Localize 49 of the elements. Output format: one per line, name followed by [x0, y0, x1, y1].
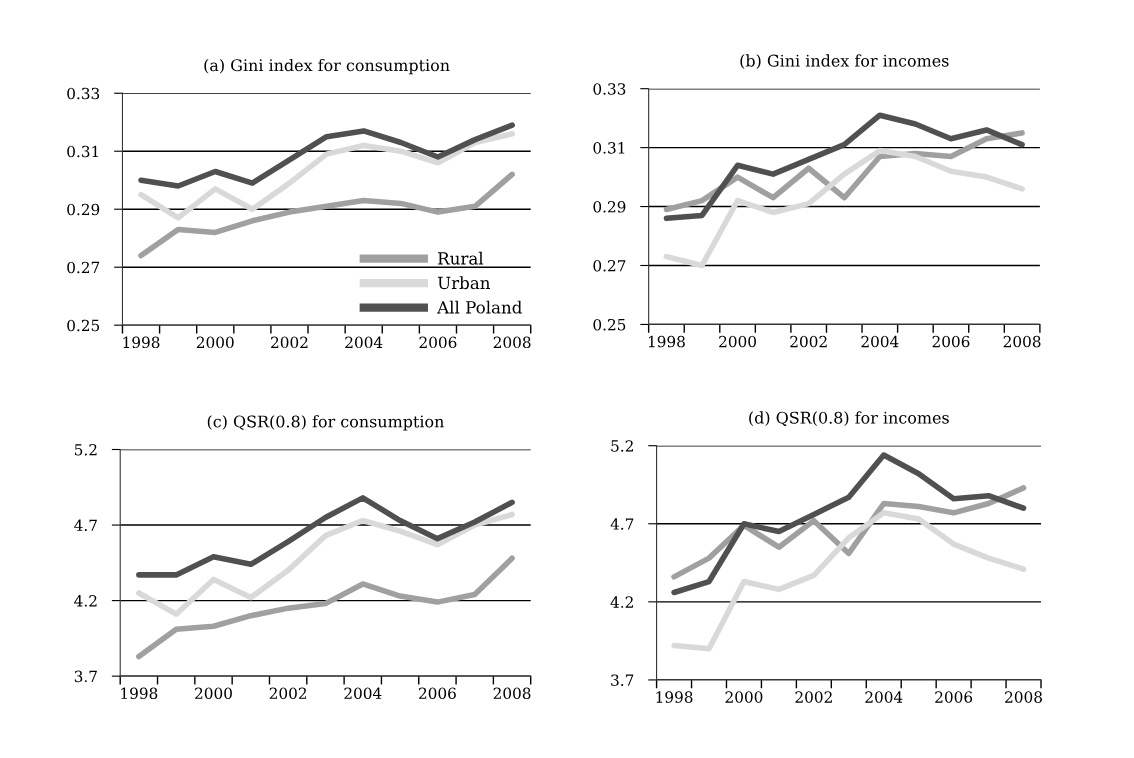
y-tick-label: 5.2	[611, 440, 633, 452]
y-tick-label: 4.7	[610, 518, 634, 530]
y-tick-label: 0.29	[67, 203, 100, 216]
chart-title: (d) QSR(0.8) for incomes	[749, 411, 949, 427]
legend-label: Urban	[437, 276, 491, 290]
x-tick-label: 2002	[790, 335, 827, 348]
x-tick-label: 2008	[1003, 335, 1041, 348]
chart-title: (b) Gini index for incomes	[740, 54, 949, 69]
y-tick-label: 0.31	[67, 145, 99, 158]
y-tick-label: 0.27	[67, 261, 100, 274]
x-tick-label: 2004	[345, 336, 383, 349]
y-tick-label: 0.29	[593, 201, 626, 213]
x-tick-label: 1998	[121, 687, 158, 700]
y-tick-label: 0.25	[593, 318, 626, 331]
chart-title: (c) QSR(0.8) for consumption	[207, 415, 444, 431]
y-tick-label: 3.7	[74, 670, 97, 683]
y-tick-label: 0.33	[593, 83, 626, 95]
legend-label: Rural	[438, 251, 484, 265]
x-tick-label: 2008	[493, 336, 531, 349]
y-tick-label: 4.2	[610, 596, 633, 608]
x-tick-label: 2006	[419, 687, 456, 700]
x-tick-label: 2006	[419, 336, 457, 349]
x-tick-label: 1998	[656, 691, 693, 703]
x-tick-label: 2004	[344, 687, 382, 700]
chart-title: (a) Gini index for consumption	[204, 58, 450, 75]
legend-label: All Poland	[437, 300, 522, 314]
y-tick-label: 0.27	[593, 259, 626, 272]
x-tick-label: 2006	[935, 691, 973, 703]
y-tick-label: 3.7	[611, 674, 634, 686]
x-tick-label: 1998	[123, 336, 160, 349]
x-tick-label: 2000	[719, 335, 756, 348]
x-tick-label: 2004	[865, 691, 903, 703]
x-tick-label: 2000	[195, 687, 232, 700]
x-tick-label: 2000	[196, 336, 234, 349]
x-tick-label: 2008	[493, 687, 531, 700]
x-tick-label: 2002	[795, 691, 832, 703]
x-tick-label: 2002	[269, 687, 307, 700]
x-tick-label: 1998	[648, 335, 685, 348]
y-tick-label: 4.2	[74, 595, 97, 607]
x-tick-label: 2006	[932, 335, 970, 348]
x-tick-label: 2002	[271, 336, 308, 349]
y-tick-label: 0.31	[593, 142, 625, 154]
y-tick-label: 0.25	[67, 319, 100, 332]
y-tick-label: 4.7	[74, 519, 97, 532]
x-tick-label: 2000	[725, 691, 763, 703]
x-tick-label: 2008	[1005, 691, 1042, 703]
y-tick-label: 0.33	[67, 87, 100, 100]
x-tick-label: 2004	[861, 335, 899, 348]
y-tick-label: 5.2	[74, 443, 97, 456]
